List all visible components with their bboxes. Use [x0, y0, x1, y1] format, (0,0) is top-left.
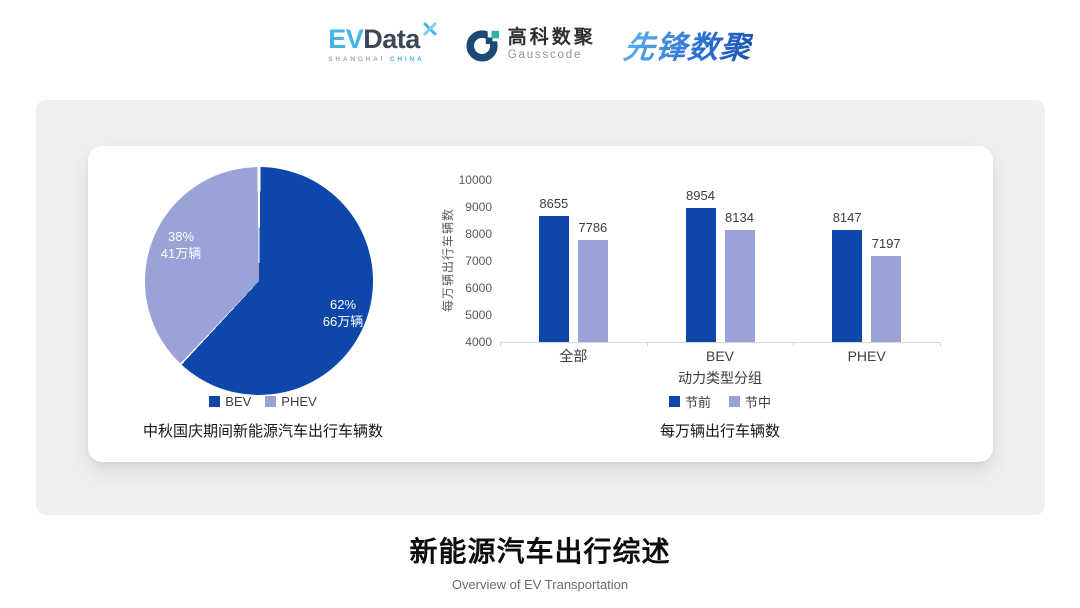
- legend-swatch: [729, 396, 740, 407]
- legend-swatch: [265, 396, 277, 407]
- evdata-ev-text: EV: [328, 24, 364, 54]
- y-tick-label: 4000: [465, 335, 492, 349]
- pie-slice-label-phev: 38% 41万辆: [131, 228, 231, 262]
- gausscode-wordmark: 高科数聚 Gausscode: [507, 26, 596, 62]
- y-tick-label: 8000: [465, 227, 492, 241]
- gausscode-en-text: Gausscode: [507, 49, 583, 62]
- bar-value-label: 7197: [871, 235, 901, 251]
- pie-legend: BEV PHEV: [88, 394, 438, 409]
- pie-value-label: 41万辆: [160, 246, 202, 261]
- y-tick-label: 10000: [458, 173, 492, 187]
- legend-label: 节中: [745, 395, 772, 410]
- evdata-sub-china: CHINA: [389, 56, 425, 63]
- bar-value-label: 8655: [539, 196, 569, 212]
- bar-caption: 每万辆出行车辆数: [659, 423, 780, 440]
- bar-value-label: 8134: [725, 210, 754, 226]
- bar-value-label: 7786: [578, 219, 608, 235]
- evdata-tagline: SHANGHAI CHINA: [328, 56, 438, 63]
- legend-item-BEV: BEV: [209, 394, 251, 409]
- charts-card: 38% 41万辆 62% 66万辆 BEV PHEV 中秋国庆期间新能源汽车出行车…: [88, 146, 993, 462]
- gausscode-logo: 高科数聚 Gausscode: [466, 26, 596, 63]
- pie-chart-section: 38% 41万辆 62% 66万辆 BEV PHEV 中秋国庆期间新能源汽车出行车…: [88, 146, 993, 462]
- pie-slice-label-bev: 62% 66万辆: [293, 296, 393, 330]
- evdata-data-text: Data: [363, 24, 420, 54]
- bar-category-label: PHEV: [847, 348, 886, 364]
- pie-chart: [145, 167, 373, 395]
- bar-节前-全部: [538, 216, 569, 342]
- pie-percent-label: 38%: [167, 229, 195, 244]
- legend-label: BEV: [225, 394, 252, 409]
- x-axis-tick: [646, 342, 648, 346]
- bar-节中-BEV: [724, 230, 755, 342]
- legend-item-节前: 节前: [668, 392, 711, 411]
- bar-chart-section: 每万辆出行车辆数 动力类型分组 节前 节中 每万辆出行车辆数 4000 5000 60…: [88, 146, 993, 462]
- bar-x-axis-title: 动力类型分组: [678, 370, 762, 386]
- x-sparkle-icon: [423, 22, 437, 36]
- pioneer-logo: 先锋数聚: [621, 22, 754, 67]
- pie-caption: 中秋国庆期间新能源汽车出行车辆数: [142, 423, 383, 440]
- evdata-logo: EV Data SHANGHAI CHINA: [328, 22, 438, 63]
- footer: 新能源汽车出行综述 Overview of EV Transportation: [0, 530, 1080, 592]
- legend-swatch: [668, 396, 680, 407]
- y-tick-label: 7000: [465, 254, 492, 268]
- bar-节中-PHEV: [871, 255, 902, 342]
- legend-swatch: [209, 396, 221, 407]
- bar-value-label: 8147: [832, 210, 862, 226]
- gray-panel: 38% 41万辆 62% 66万辆 BEV PHEV 中秋国庆期间新能源汽车出行车…: [36, 100, 1045, 515]
- bar-category-label: 全部: [559, 348, 588, 364]
- pioneer-logo-text: 先锋数聚: [621, 22, 754, 67]
- bar-x-axis-line: [500, 342, 940, 343]
- bar-节中-全部: [577, 239, 608, 342]
- pie-percent-label: 62%: [329, 297, 357, 312]
- gausscode-g-icon: [466, 26, 500, 62]
- bar-节前-PHEV: [832, 230, 863, 342]
- bar-legend: 节前 节中: [500, 392, 940, 411]
- gausscode-cn-text: 高科数聚: [507, 26, 596, 48]
- pie-value-label: 66万辆: [322, 314, 364, 329]
- evdata-sub-shanghai: SHANGHAI: [328, 56, 386, 63]
- bar-节前-BEV: [685, 208, 716, 342]
- legend-item-PHEV: PHEV: [265, 394, 317, 409]
- y-tick-label: 6000: [465, 281, 492, 295]
- x-axis-tick: [940, 342, 941, 346]
- bar-value-label: 8954: [686, 188, 715, 204]
- y-tick-label: 9000: [465, 200, 492, 214]
- x-axis-tick: [500, 342, 501, 346]
- legend-label: 节前: [684, 395, 711, 410]
- evdata-wordmark: EV Data: [328, 22, 438, 54]
- page-title: 新能源汽车出行综述: [409, 536, 671, 567]
- page-subtitle: Overview of EV Transportation: [451, 577, 629, 592]
- x-axis-tick: [793, 342, 795, 346]
- logo-header: EV Data SHANGHAI CHINA 高科数聚 Gausscode 先锋数…: [0, 22, 1080, 67]
- bar-category-label: BEV: [705, 348, 734, 364]
- legend-label: PHEV: [281, 394, 317, 409]
- y-tick-label: 5000: [465, 308, 492, 322]
- legend-item-节中: 节中: [729, 392, 771, 411]
